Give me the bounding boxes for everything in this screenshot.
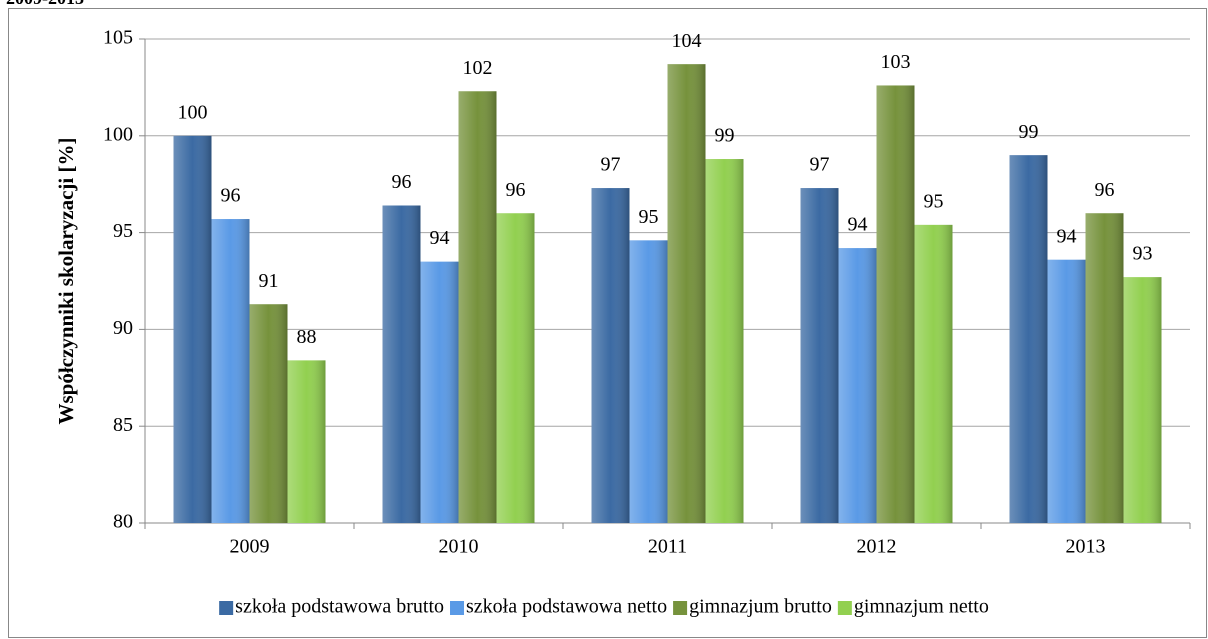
legend-swatch — [673, 601, 688, 615]
value-label: 97 — [601, 154, 621, 176]
chart-title: 2009-2013 — [6, 0, 84, 8]
bar-shade — [382, 205, 421, 523]
value-label: 96 — [392, 171, 412, 193]
bar-shade — [287, 360, 326, 523]
value-label: 102 — [463, 57, 493, 79]
value-label: 94 — [430, 227, 450, 249]
x-tick-label: 2011 — [648, 536, 687, 558]
bar-shade — [458, 91, 497, 523]
bar-shade — [249, 304, 288, 523]
bar-shade — [876, 85, 915, 524]
bar-shade — [173, 135, 212, 524]
y-tick-label: 100 — [103, 123, 133, 145]
bar-shade — [705, 159, 744, 524]
bar-shade — [1009, 155, 1048, 523]
value-label: 91 — [259, 270, 279, 292]
x-tick-label: 2013 — [1066, 536, 1106, 558]
value-label: 99 — [1019, 121, 1039, 143]
legend-label: gimnazjum brutto — [689, 596, 832, 618]
value-label: 99 — [715, 125, 735, 147]
value-label: 88 — [297, 326, 317, 348]
value-label: 96 — [506, 179, 526, 201]
value-label: 94 — [848, 214, 868, 236]
x-tick-label: 2012 — [857, 536, 897, 558]
value-label: 95 — [924, 190, 944, 212]
y-tick-label: 95 — [113, 220, 133, 242]
value-label: 96 — [221, 185, 241, 207]
bar-shade — [420, 261, 459, 523]
y-tick-label: 105 — [103, 27, 133, 49]
value-label: 94 — [1057, 225, 1077, 247]
y-tick-label: 85 — [113, 414, 133, 436]
legend-label: szkoła podstawowa brutto — [235, 596, 444, 618]
bar-shade — [211, 219, 250, 523]
value-label: 104 — [672, 30, 702, 52]
bar-shade — [1085, 213, 1124, 524]
value-label: 96 — [1095, 179, 1115, 201]
legend-label: gimnazjum netto — [854, 596, 989, 618]
y-axis-label: Współczynniki skolaryzacji [%] — [54, 138, 78, 425]
bar-shade — [1123, 277, 1162, 523]
y-tick-label: 90 — [113, 317, 133, 339]
legend-swatch — [837, 601, 852, 615]
value-label: 97 — [810, 154, 830, 176]
legend-swatch — [219, 601, 234, 615]
y-tick-label: 80 — [113, 511, 133, 533]
legend-swatch — [450, 601, 465, 615]
x-tick-label: 2010 — [439, 536, 479, 558]
value-label: 93 — [1133, 243, 1153, 265]
bar-shade — [496, 213, 535, 524]
bar-shade — [1047, 259, 1086, 523]
value-label: 95 — [639, 206, 659, 228]
bar-shade — [667, 64, 706, 523]
legend-label: szkoła podstawowa netto — [466, 596, 667, 618]
x-tick-label: 2009 — [230, 536, 270, 558]
bar-shade — [914, 224, 953, 523]
bar-shade — [629, 240, 668, 523]
value-label: 100 — [178, 101, 208, 123]
value-label: 103 — [881, 51, 911, 73]
bar-shade — [838, 248, 877, 523]
bar-shade — [591, 188, 630, 523]
bar-shade — [800, 188, 839, 523]
